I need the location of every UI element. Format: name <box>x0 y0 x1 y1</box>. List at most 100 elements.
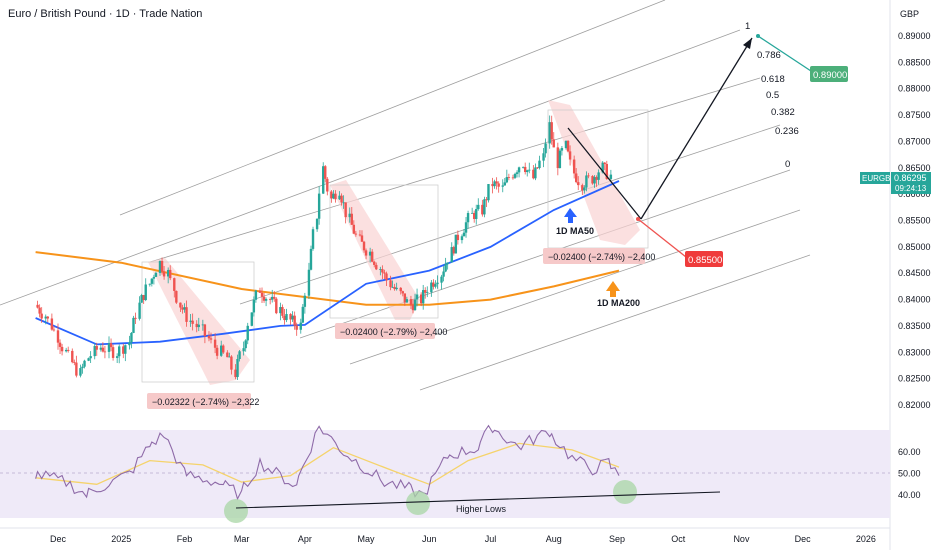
candle-body <box>309 248 313 270</box>
candle-body <box>409 299 413 305</box>
candle-body <box>358 234 362 236</box>
candle-body <box>115 356 119 358</box>
candle-body <box>203 324 207 336</box>
candle-body <box>452 247 455 254</box>
target-green-tag: 0.89000 <box>813 70 847 81</box>
candle-body <box>574 173 578 183</box>
candle-body <box>485 199 488 201</box>
candle-body <box>260 292 264 297</box>
fib-levels: 1 0.786 0.618 0.5 0.382 0.236 0 <box>745 21 799 170</box>
current-price-tag: 0.86295 <box>894 173 927 183</box>
ma50-label: 1D MA50 <box>556 226 594 236</box>
candle-body <box>154 272 158 277</box>
candle-body <box>528 169 531 171</box>
candle-body <box>568 151 572 160</box>
candle-body <box>342 202 345 204</box>
candle-body <box>432 282 435 287</box>
rsi-tick-label: 50.00 <box>898 469 921 479</box>
candle-body <box>332 193 335 199</box>
candle-body <box>368 251 372 256</box>
candle-body <box>275 298 278 314</box>
candle-body <box>75 362 78 376</box>
rsi-low-marker-2 <box>406 491 430 515</box>
price-tick-label: 0.83000 <box>898 347 931 357</box>
time-tick-label: Feb <box>177 534 193 544</box>
time-tick-label: Oct <box>671 534 686 544</box>
candle-body <box>307 269 311 296</box>
candle-body <box>293 315 296 326</box>
time-tick-label: Nov <box>733 534 750 544</box>
measure-box <box>141 261 255 383</box>
candle-body <box>207 335 211 339</box>
candle-body <box>595 177 598 180</box>
candle-body <box>64 349 68 352</box>
candle-body <box>511 177 515 179</box>
candle-body <box>544 143 547 154</box>
candle-body <box>395 287 398 290</box>
candle-body <box>220 345 223 356</box>
channel-line <box>0 29 741 306</box>
candle-body <box>348 213 351 218</box>
candle-body <box>426 292 429 294</box>
candle-body <box>60 346 64 352</box>
fib-level-label: 0 <box>785 159 790 170</box>
candle-body <box>334 193 337 200</box>
candle-body <box>421 290 425 304</box>
candle-body <box>179 302 182 308</box>
price-tick-label: 0.88000 <box>898 84 931 94</box>
candle-body <box>497 183 500 187</box>
candle-body <box>252 299 256 313</box>
candle-body <box>326 178 329 192</box>
candle-body <box>483 199 486 215</box>
candle-body <box>556 147 560 169</box>
candle-body <box>587 175 590 177</box>
price-unit-label: GBP <box>900 9 919 19</box>
candle-body <box>222 345 225 353</box>
current-time-tag: 09:24:13 <box>895 184 927 193</box>
candle-body <box>538 160 541 169</box>
rsi-axis: 60.00 50.00 40.00 <box>898 447 921 500</box>
time-tick-label: Sep <box>609 534 625 544</box>
ma200-arrow-icon <box>606 281 620 297</box>
time-tick-label: Apr <box>298 534 312 544</box>
candle-body <box>38 307 41 314</box>
time-tick-label: Dec <box>50 534 67 544</box>
candle-body <box>505 177 509 183</box>
candle-body <box>264 299 268 301</box>
candle-body <box>436 282 439 285</box>
price-axis: 0.89000 0.88500 0.88000 0.87500 0.87000 0.865… <box>898 31 931 410</box>
candle-body <box>130 332 133 343</box>
candle-body <box>52 329 56 331</box>
candle-body <box>209 338 213 340</box>
candle-body <box>550 122 553 140</box>
candle-body <box>299 322 302 330</box>
candle-body <box>566 140 570 152</box>
candle-body <box>295 325 298 330</box>
candle-body <box>344 202 347 218</box>
candle-body <box>464 222 468 233</box>
symbol-tag: EURGBP <box>862 174 896 183</box>
price-tick-label: 0.83500 <box>898 321 931 331</box>
candle-body <box>250 312 254 326</box>
time-tick-label: Jun <box>422 534 437 544</box>
candle-body <box>601 162 604 173</box>
candle-body <box>134 317 137 319</box>
candle-body <box>36 304 39 308</box>
candle-body <box>58 342 62 347</box>
target-red-tag: 0.85500 <box>688 255 722 266</box>
candle-body <box>303 295 307 307</box>
candle-body <box>330 191 333 199</box>
candle-body <box>322 166 325 194</box>
candle-body <box>413 299 417 311</box>
candle-body <box>513 173 517 178</box>
fib-level-label: 1 <box>745 21 750 32</box>
price-tick-label: 0.87000 <box>898 136 931 146</box>
candle-body <box>430 282 433 293</box>
price-tick-label: 0.86500 <box>898 163 931 173</box>
candle-body <box>591 176 594 184</box>
candle-body <box>456 234 460 241</box>
candle-body <box>605 163 608 179</box>
candle-body <box>434 284 437 287</box>
candle-body <box>593 177 596 184</box>
candle-body <box>93 346 96 357</box>
